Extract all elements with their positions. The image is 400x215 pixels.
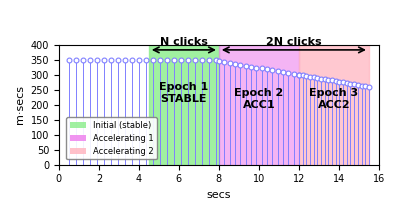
Text: Epoch 2
ACC1: Epoch 2 ACC1	[234, 88, 284, 110]
Bar	[219, 45, 299, 165]
Legend: Initial (stable), Accelerating 1, Accelerating 2: Initial (stable), Accelerating 1, Accele…	[66, 117, 157, 159]
Text: N clicks: N clicks	[160, 37, 208, 48]
X-axis label: secs: secs	[207, 190, 231, 200]
Text: Epoch 1
STABLE: Epoch 1 STABLE	[159, 82, 208, 104]
Text: Epoch 3
ACC2: Epoch 3 ACC2	[309, 88, 358, 110]
Y-axis label: m·secs: m·secs	[15, 85, 25, 124]
Text: 2N clicks: 2N clicks	[266, 37, 322, 48]
Bar	[149, 45, 219, 165]
Bar	[299, 45, 369, 165]
